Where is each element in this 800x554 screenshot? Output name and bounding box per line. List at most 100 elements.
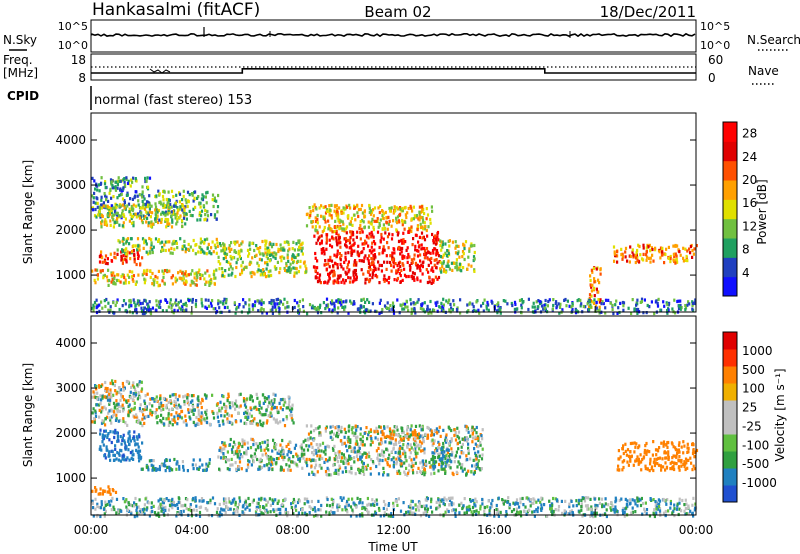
- power-cell: [340, 303, 343, 307]
- velocity-cell: [170, 413, 173, 417]
- power-cell: [111, 278, 114, 282]
- power-cell: [535, 300, 538, 304]
- velocity-cell: [693, 455, 696, 459]
- power-cell: [141, 301, 144, 305]
- velocity-cell: [422, 470, 425, 474]
- power-cell: [148, 300, 151, 304]
- velocity-cell: [176, 422, 179, 426]
- power-cell: [413, 278, 416, 282]
- velocity-cell: [479, 443, 482, 447]
- power-cell: [178, 276, 181, 280]
- power-cell: [375, 219, 378, 223]
- velocity-cell: [230, 448, 234, 452]
- velocity-cell: [328, 473, 331, 477]
- power-cell: [636, 298, 639, 302]
- power-cell: [279, 255, 282, 259]
- power-cell: [466, 267, 469, 271]
- velocity-cell: [105, 445, 108, 449]
- power-cell: [404, 213, 407, 217]
- power-cell: [284, 268, 287, 272]
- velocity-cell: [395, 433, 398, 437]
- power-cell: [270, 253, 273, 257]
- power-cell: [399, 207, 402, 211]
- velocity-cell: [224, 406, 227, 410]
- power-cell: [190, 279, 193, 283]
- power-cell: [345, 231, 348, 235]
- velocity-cell: [460, 445, 463, 449]
- power-cell: [511, 303, 514, 308]
- velocity-cell: [467, 446, 470, 450]
- power-cell: [420, 263, 423, 267]
- power-cell: [266, 249, 269, 253]
- power-cell: [203, 277, 206, 281]
- power-cell: [466, 303, 469, 307]
- power-cell: [122, 281, 125, 285]
- velocity-cell: [186, 399, 189, 403]
- power-cell: [485, 304, 488, 308]
- power-cell: [145, 179, 148, 183]
- power-cell: [176, 208, 180, 212]
- velocity-cell: [432, 461, 435, 465]
- power-cell: [615, 254, 618, 258]
- power-cell: [455, 261, 458, 265]
- power-cell: [344, 251, 347, 255]
- velocity-cell: [109, 430, 112, 434]
- power-cell: [599, 268, 602, 272]
- power-cell: [571, 302, 574, 306]
- velocity-cell: [356, 435, 359, 439]
- power-cell: [338, 221, 341, 225]
- power-cell: [233, 301, 236, 305]
- power-cell: [224, 269, 227, 273]
- power-cell: [621, 252, 624, 256]
- power-cell: [298, 299, 301, 304]
- velocity-cell: [93, 420, 96, 424]
- power-cell: [386, 227, 389, 231]
- velocity-cell: [279, 443, 282, 447]
- power-colorbar-swatch: [723, 199, 737, 220]
- velocity-cell: [160, 401, 163, 405]
- power-cell: [188, 209, 191, 213]
- power-cell: [332, 274, 335, 278]
- velocity-cell: [436, 431, 439, 435]
- power-cell: [208, 283, 211, 287]
- velocity-cell: [354, 424, 357, 428]
- velocity-cell: [691, 468, 694, 472]
- power-cell: [377, 206, 380, 210]
- power-cell: [95, 298, 98, 302]
- power-cell: [414, 261, 417, 265]
- velocity-cell: [352, 450, 355, 454]
- velocity-cell: [289, 450, 293, 455]
- velocity-cell: [238, 444, 241, 448]
- velocity-cell: [333, 462, 336, 467]
- velocity-cell: [256, 457, 259, 462]
- power-cell: [667, 308, 670, 312]
- power-cell: [116, 252, 119, 256]
- power-cell: [325, 236, 328, 240]
- velocity-cell: [223, 402, 226, 406]
- power-cell: [293, 298, 296, 303]
- velocity-cell: [412, 433, 415, 437]
- power-cell: [327, 227, 330, 231]
- power-cell: [273, 251, 276, 255]
- velocity-cell: [153, 399, 156, 403]
- power-cell: [174, 280, 177, 284]
- power-cell: [198, 202, 201, 206]
- power-cell: [143, 306, 146, 310]
- power-cell: [370, 222, 373, 226]
- power-cell: [140, 219, 144, 223]
- power-cell: [348, 241, 352, 245]
- power-cell: [122, 242, 125, 246]
- velocity-cell: [221, 441, 224, 445]
- velocity-cell: [189, 400, 192, 404]
- power-cell: [435, 258, 438, 262]
- power-cell: [264, 239, 267, 243]
- power-cell: [347, 270, 350, 274]
- velocity-cell: [338, 466, 342, 470]
- velocity-cell: [392, 501, 395, 505]
- velocity-cell: [149, 510, 152, 514]
- power-cell: [192, 238, 195, 243]
- power-cell: [374, 266, 377, 270]
- velocity-cell: [471, 464, 474, 468]
- velocity-cell: [477, 438, 480, 442]
- power-cell: [345, 227, 348, 231]
